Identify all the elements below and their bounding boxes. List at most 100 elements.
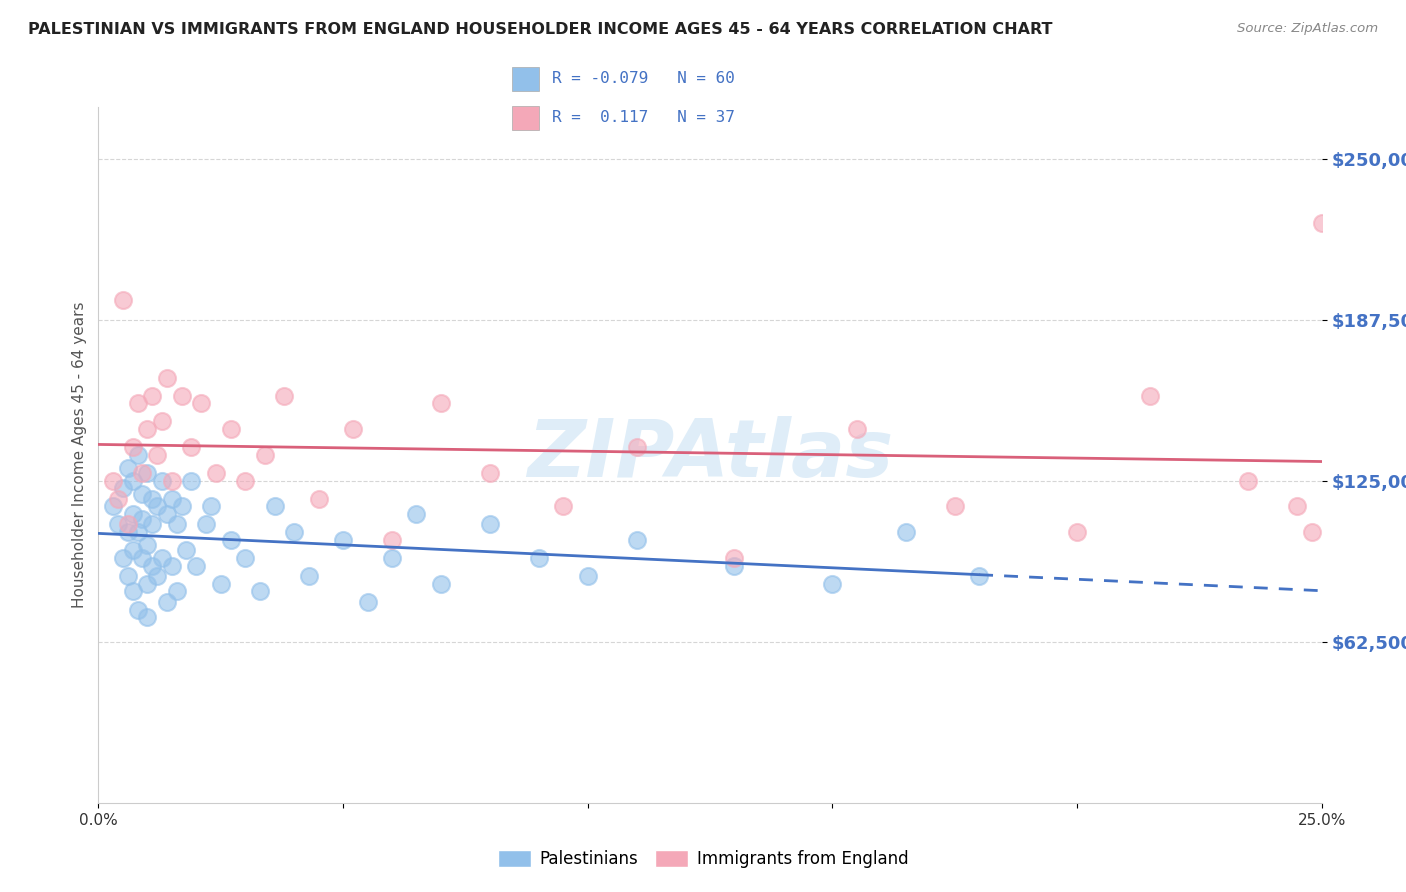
Point [141, 389, 163, 403]
Point [894, 525, 917, 540]
Point [332, 533, 354, 547]
Point [943, 500, 966, 514]
Point [136, 422, 159, 436]
Point [160, 558, 183, 573]
Point [101, 474, 124, 488]
Point [342, 422, 364, 436]
Point [233, 474, 256, 488]
Point [1310, 216, 1333, 230]
Point [131, 466, 153, 480]
Point [136, 610, 159, 624]
Point [127, 448, 149, 462]
Point [186, 558, 208, 573]
Point [626, 440, 648, 454]
Point [141, 491, 163, 506]
Point [1237, 474, 1260, 488]
Point [430, 396, 453, 410]
Point [136, 466, 159, 480]
Point [156, 370, 179, 384]
Point [107, 517, 129, 532]
Point [1066, 525, 1088, 540]
Legend: Palestinians, Immigrants from England: Palestinians, Immigrants from England [491, 843, 915, 875]
Point [200, 500, 222, 514]
Point [170, 389, 193, 403]
Point [150, 414, 173, 428]
Point [127, 396, 149, 410]
Point [723, 551, 745, 566]
Point [273, 389, 295, 403]
Point [136, 538, 159, 552]
Point [263, 500, 285, 514]
Point [195, 517, 218, 532]
Point [249, 584, 271, 599]
Point [117, 569, 139, 583]
Point [117, 525, 139, 540]
Point [205, 466, 228, 480]
Point [967, 569, 990, 583]
Point [283, 525, 305, 540]
Point [117, 460, 139, 475]
Point [180, 474, 202, 488]
Text: ZIPAtlas: ZIPAtlas [527, 416, 893, 494]
Point [127, 602, 149, 616]
Point [131, 551, 153, 566]
Point [209, 576, 232, 591]
Point [219, 533, 242, 547]
FancyBboxPatch shape [512, 67, 540, 91]
Point [527, 551, 550, 566]
Text: PALESTINIAN VS IMMIGRANTS FROM ENGLAND HOUSEHOLDER INCOME AGES 45 - 64 YEARS COR: PALESTINIAN VS IMMIGRANTS FROM ENGLAND H… [28, 22, 1053, 37]
Point [626, 533, 648, 547]
Point [233, 551, 256, 566]
Point [170, 500, 193, 514]
Point [121, 507, 143, 521]
Point [166, 584, 188, 599]
Point [253, 448, 276, 462]
Point [150, 474, 173, 488]
Point [176, 543, 198, 558]
Point [146, 569, 169, 583]
Point [381, 551, 404, 566]
Point [156, 595, 179, 609]
Point [478, 517, 501, 532]
Point [121, 440, 143, 454]
Point [553, 500, 575, 514]
Point [127, 525, 149, 540]
Point [156, 507, 179, 521]
Point [166, 517, 188, 532]
Point [107, 491, 129, 506]
Point [146, 448, 169, 462]
Point [117, 517, 139, 532]
Point [150, 551, 173, 566]
Point [180, 440, 202, 454]
Point [160, 474, 183, 488]
Point [101, 500, 124, 514]
Point [141, 517, 163, 532]
Point [141, 558, 163, 573]
Point [219, 422, 242, 436]
Point [845, 422, 868, 436]
Y-axis label: Householder Income Ages 45 - 64 years: Householder Income Ages 45 - 64 years [72, 301, 87, 608]
Point [146, 500, 169, 514]
Point [405, 507, 427, 521]
Point [1139, 389, 1161, 403]
Point [111, 551, 134, 566]
Text: R =  0.117   N = 37: R = 0.117 N = 37 [551, 111, 734, 126]
Point [121, 543, 143, 558]
Point [478, 466, 501, 480]
Point [136, 576, 159, 591]
Point [190, 396, 212, 410]
Point [131, 486, 153, 500]
Point [1286, 500, 1309, 514]
Point [160, 491, 183, 506]
Point [1301, 525, 1323, 540]
Point [131, 512, 153, 526]
Point [723, 558, 745, 573]
Text: R = -0.079   N = 60: R = -0.079 N = 60 [551, 71, 734, 87]
Text: Source: ZipAtlas.com: Source: ZipAtlas.com [1237, 22, 1378, 36]
Point [111, 482, 134, 496]
Point [381, 533, 404, 547]
Point [308, 491, 330, 506]
Point [430, 576, 453, 591]
Point [576, 569, 599, 583]
Point [298, 569, 321, 583]
